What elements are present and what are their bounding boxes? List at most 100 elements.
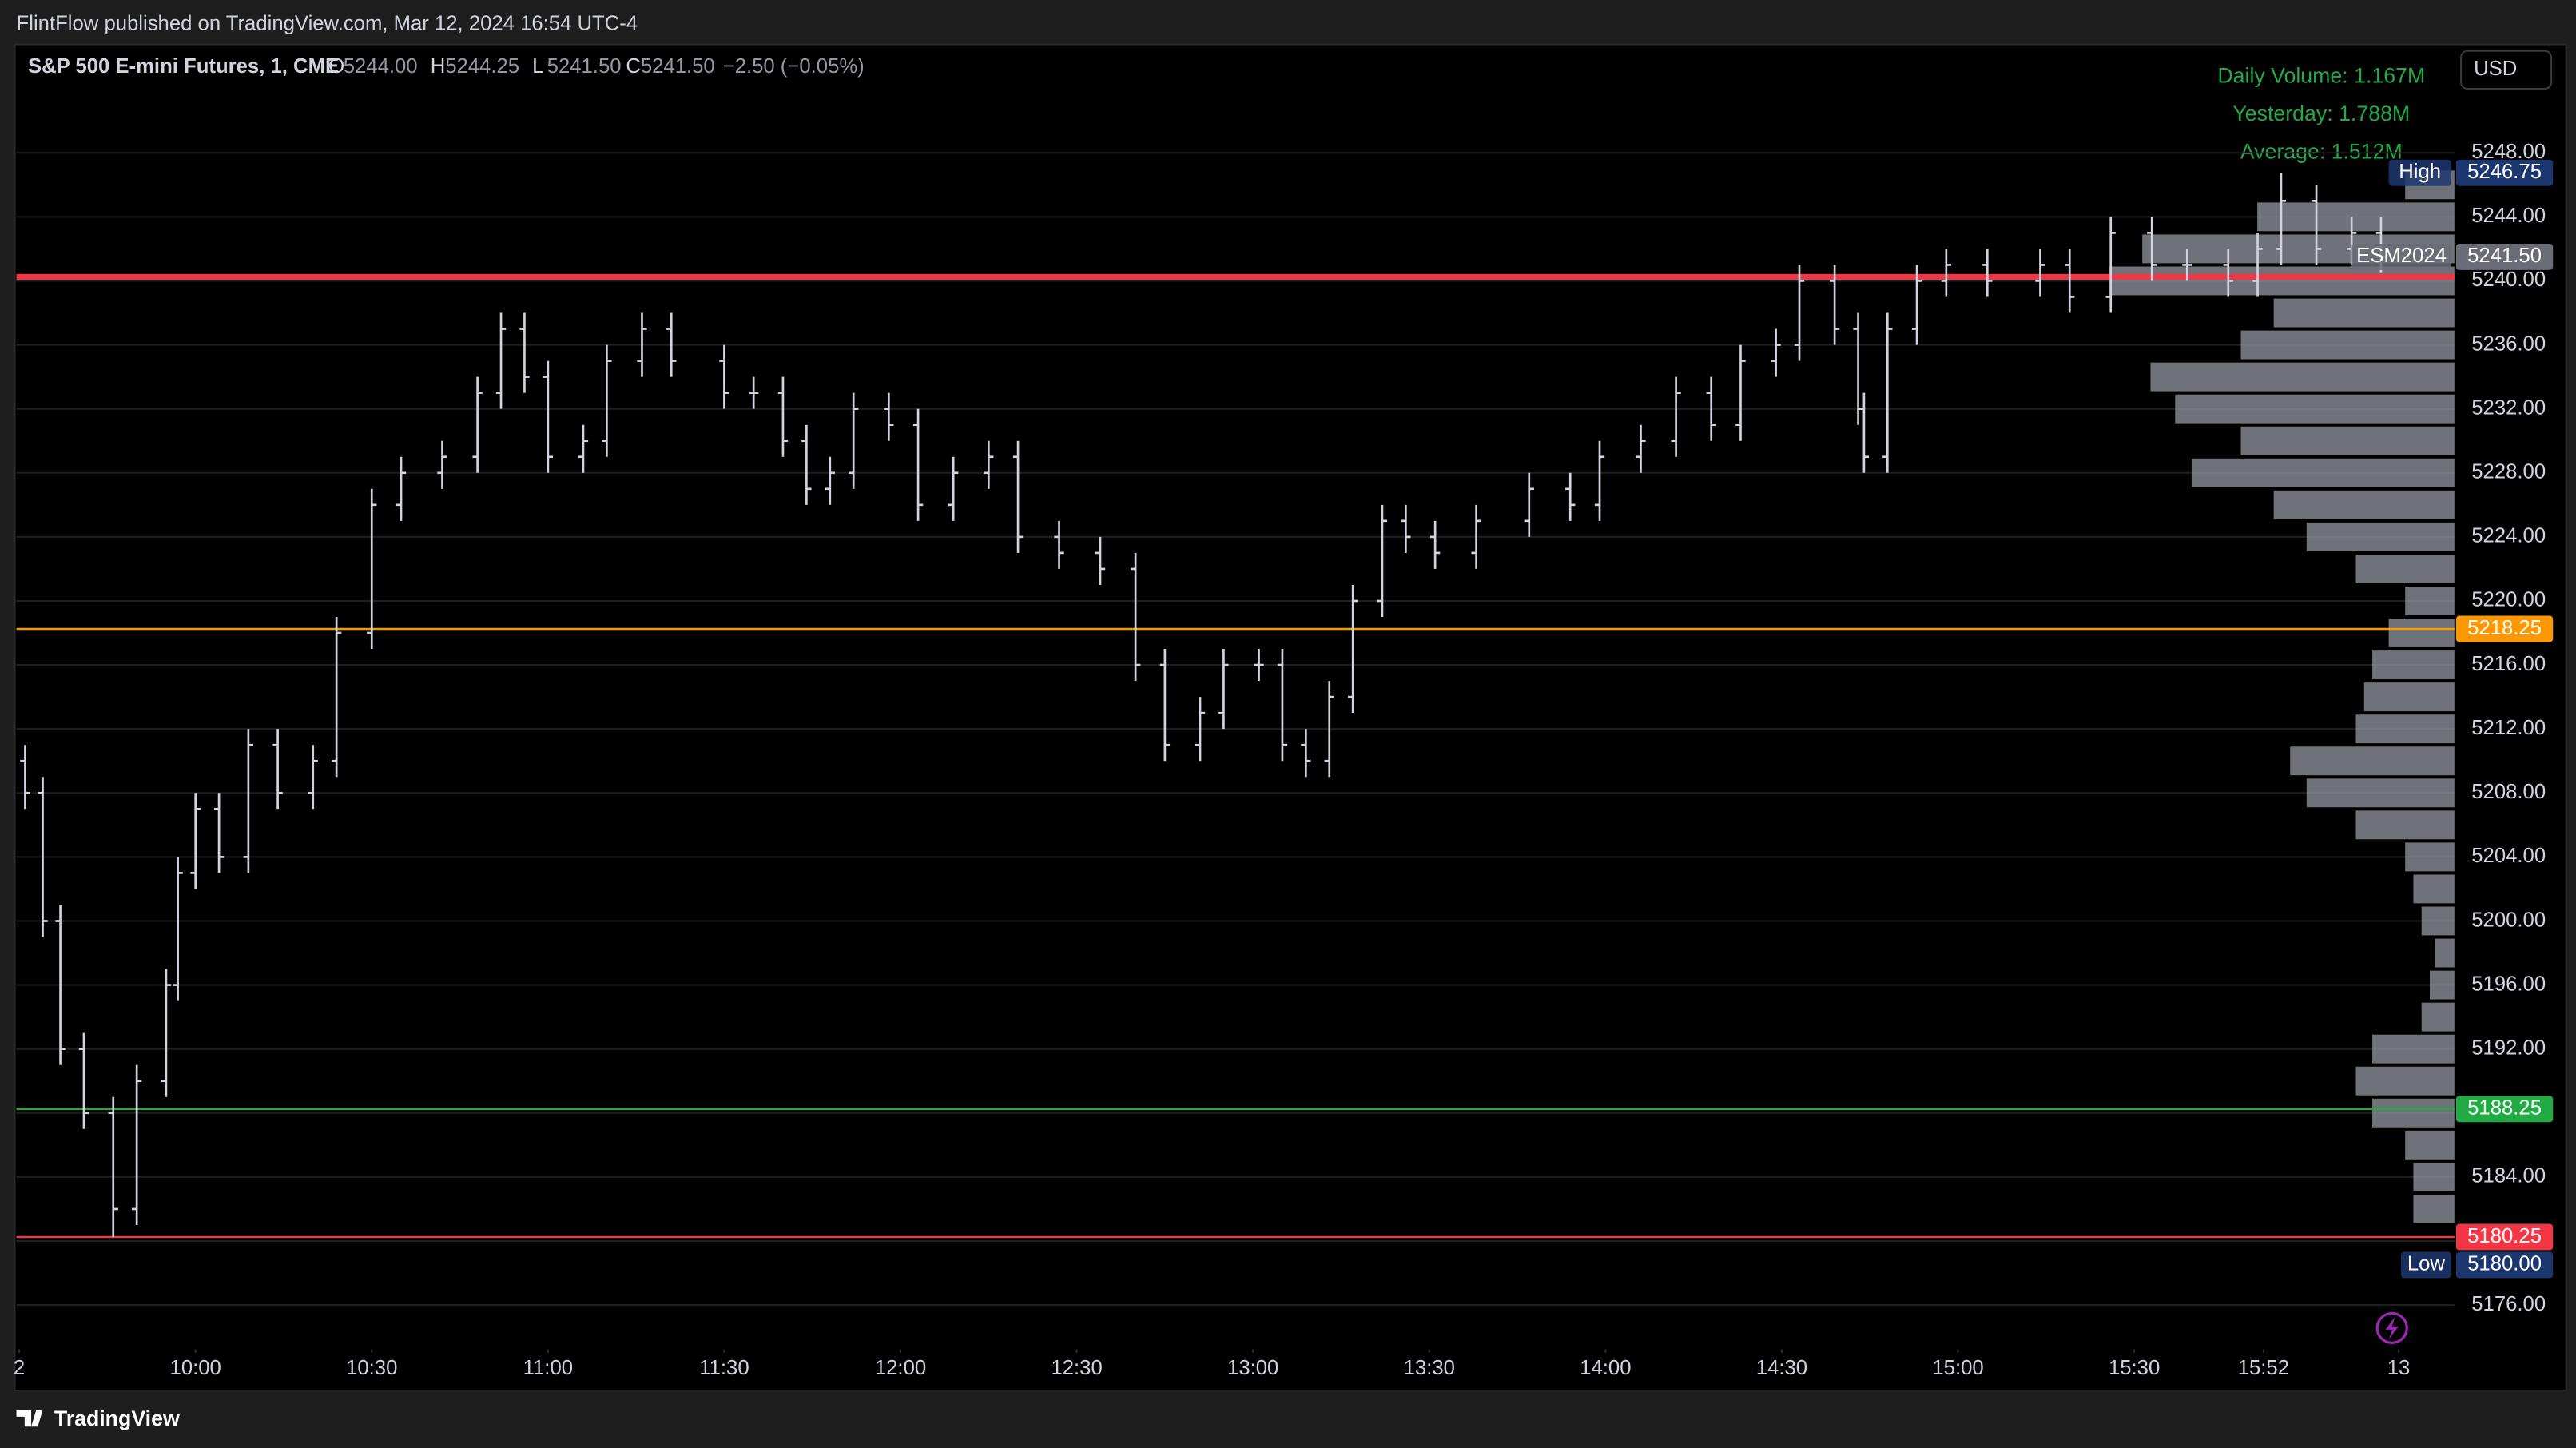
price-tag: [2455, 1251, 2554, 1279]
volume-profile-bar: [2413, 874, 2455, 904]
level-tag-label: 5188.25: [2467, 1097, 2542, 1120]
legend-key: L: [532, 55, 543, 78]
price-tag-label: 5180.00: [2467, 1253, 2542, 1275]
level-tag: [2455, 615, 2554, 642]
y-tick-label: 5176.00: [2471, 1293, 2546, 1315]
y-tick-label: 5192.00: [2471, 1036, 2546, 1059]
x-tick-label: 13:30: [1404, 1357, 1455, 1379]
tag-name-box: [2351, 243, 2451, 270]
tag-name: High: [2399, 161, 2441, 183]
level-tag: [2455, 1223, 2554, 1251]
brand-logo: [16, 1410, 43, 1427]
y-tick-label: 5220.00: [2471, 589, 2546, 611]
lightning-icon[interactable]: [2375, 1311, 2408, 1345]
symbol-title: S&P 500 E-mini Futures, 1, CME: [28, 55, 339, 78]
footer-brand: TradingView: [16, 1406, 180, 1430]
legend-value: 5241.50: [641, 55, 715, 78]
level-tag-label: 5218.25: [2467, 617, 2542, 639]
x-tick-label: 15:52: [2238, 1357, 2289, 1379]
volume-profile-bar: [2273, 490, 2455, 519]
level-tag-label: 5180.25: [2467, 1225, 2542, 1247]
x-tick-label: 13: [2387, 1357, 2411, 1379]
volume-profile-bar: [2240, 426, 2455, 455]
y-tick-label: 5232.00: [2471, 396, 2546, 419]
volume-profile-bar: [2413, 1194, 2455, 1223]
currency-button[interactable]: USD: [2460, 50, 2553, 90]
price-tag-label: 5241.50: [2467, 245, 2542, 267]
y-tick-label: 5216.00: [2471, 653, 2546, 675]
y-tick-label: 5224.00: [2471, 525, 2546, 547]
volume-profile-bar: [2175, 394, 2455, 424]
volume-profile-bar: [2430, 970, 2455, 1000]
tag-name-box: [2388, 159, 2451, 186]
volume-profile-bar: [2372, 650, 2455, 680]
volume-profile-bar: [2273, 298, 2455, 328]
volume-profile-bar: [2421, 906, 2455, 936]
tag-name-box: [2401, 1251, 2451, 1279]
volume-profile-bar: [2413, 1162, 2455, 1191]
volume-profile-bar: [2240, 330, 2455, 360]
volume-stat: Daily Volume: 1.167M: [2217, 64, 2425, 88]
lightning-bolt[interactable]: [2385, 1316, 2399, 1340]
volume-stat: Yesterday: 1.788M: [2232, 101, 2410, 125]
volume-profile-bar: [2405, 587, 2455, 615]
y-tick-label: 5240.00: [2471, 269, 2546, 291]
price-tag: [2455, 243, 2554, 270]
x-tick-label: 15:00: [1932, 1357, 1983, 1379]
tag-name: Low: [2407, 1253, 2446, 1275]
volume-profile-bar: [2355, 714, 2455, 744]
volume-profile-bar: [2257, 202, 2455, 232]
legend-value: 5244.00: [344, 55, 418, 78]
volume-profile-bar: [2405, 1130, 2455, 1160]
volume-profile-bar: [2355, 554, 2455, 583]
x-tick-label: 14:00: [1580, 1357, 1631, 1379]
x-tick-label: 10:30: [346, 1357, 397, 1379]
volume-profile-bar: [2405, 842, 2455, 872]
x-tick-label: 11:00: [523, 1357, 573, 1379]
volume-stats: Daily Volume: 1.167M Yesterday: 1.788M Ave…: [2217, 64, 2425, 164]
y-tick-label: 5196.00: [2471, 973, 2546, 995]
x-tick-label: 12:00: [875, 1357, 926, 1379]
y-tick-label: 5228.00: [2471, 461, 2546, 483]
volume-profile-bar: [2191, 458, 2455, 487]
y-tick-label: 5208.00: [2471, 781, 2546, 803]
volume-profile-bar: [2435, 938, 2455, 968]
lightning-ring[interactable]: [2375, 1311, 2408, 1345]
volume-profile-bar: [2388, 619, 2455, 647]
x-tick-label: 14:30: [1756, 1357, 1807, 1379]
volume-profile-bar: [2306, 778, 2455, 808]
currency-button-box[interactable]: [2460, 50, 2553, 90]
tag-name: ESM2024: [2356, 245, 2447, 267]
y-tick-label: 5204.00: [2471, 845, 2546, 867]
legend-value: 5241.50: [547, 55, 622, 78]
x-tick-label: 13:00: [1227, 1357, 1278, 1379]
legend-key: O: [328, 55, 344, 78]
volume-profile-bar: [2150, 362, 2455, 392]
legend-key: C: [626, 55, 641, 78]
x-tick-label: 2: [14, 1357, 25, 1379]
price-tag-label: 5246.75: [2467, 161, 2542, 183]
volume-profile-bar: [2421, 1002, 2455, 1032]
level-tag: [2455, 1096, 2554, 1123]
x-tick-label: 12:30: [1051, 1357, 1102, 1379]
price-tag: [2455, 159, 2554, 186]
y-tick-label: 5248.00: [2471, 141, 2546, 163]
x-tick-label: 15:30: [2109, 1357, 2160, 1379]
plot: 5176.005180.005184.005188.005192.005196.…: [14, 141, 2554, 1379]
volume-profile-bar: [2290, 746, 2455, 776]
y-tick-label: 5184.00: [2471, 1165, 2546, 1187]
volume-profile-bar: [2372, 1098, 2455, 1128]
legend-key: H: [431, 55, 446, 78]
y-tick-label: 5212.00: [2471, 717, 2546, 739]
currency-label[interactable]: USD: [2474, 58, 2517, 80]
y-tick-label: 5244.00: [2471, 205, 2546, 227]
y-tick-label: 5200.00: [2471, 909, 2546, 931]
legend-change: −2.50 (−0.05%): [723, 55, 865, 78]
x-tick-label: 10:00: [170, 1357, 221, 1379]
x-tick-label: 11:30: [699, 1357, 749, 1379]
publish-header: FlintFlow published on TradingView.com, …: [17, 13, 638, 35]
volume-profile-bar: [2363, 682, 2455, 712]
